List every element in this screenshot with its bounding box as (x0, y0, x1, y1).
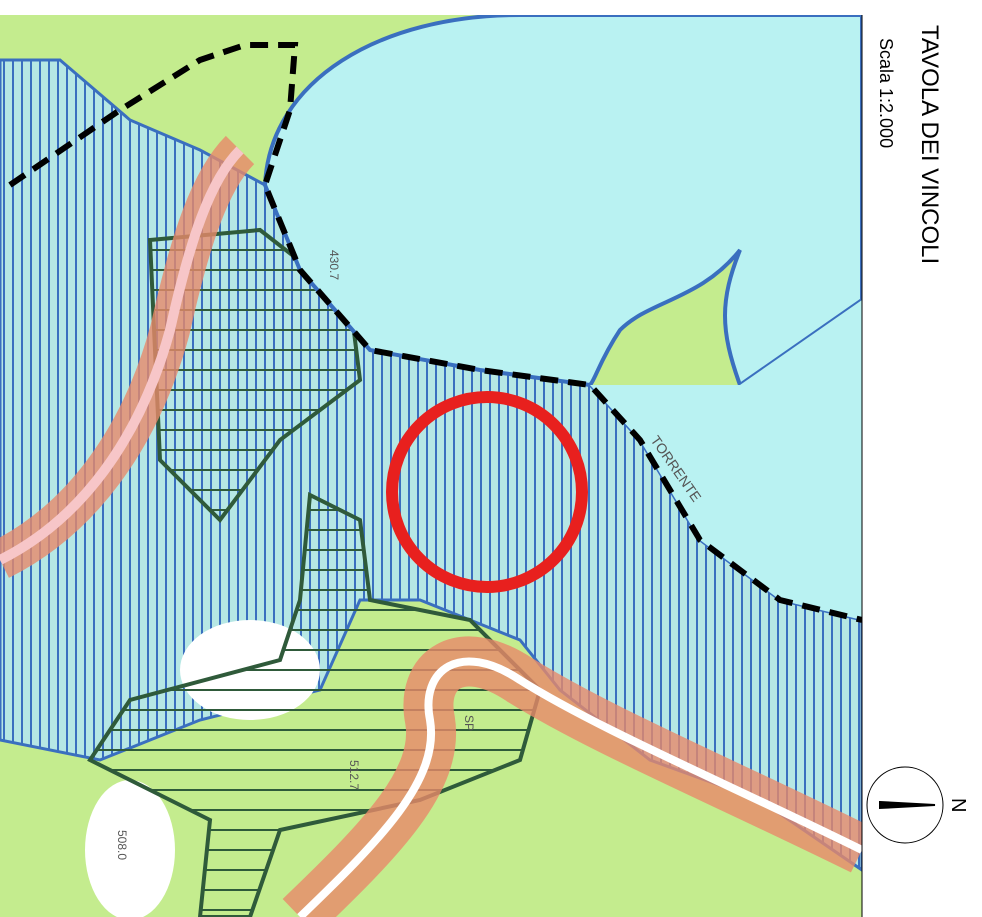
title: TAVOLA DEI VINCOLI (916, 25, 943, 264)
road (297, 657, 862, 917)
north-label: N (947, 798, 969, 812)
protected-zone (87, 491, 543, 917)
north-arrow (879, 800, 936, 810)
site-marker (386, 391, 588, 593)
river-zone (262, 15, 862, 389)
map-label: 508.0 (115, 830, 129, 860)
river-zone (590, 300, 862, 620)
scale: Scala 1:2.000 (876, 38, 896, 148)
protected-zone (147, 227, 363, 524)
road (0, 146, 244, 565)
boundary-line (8, 42, 862, 623)
map-label: 430.7 (327, 250, 341, 280)
white-patch (85, 780, 175, 917)
map-label: 512.7 (347, 760, 361, 790)
map: TORRENTE 430.7 512.7 SP 508.0 (0, 15, 862, 917)
map-label: SP (462, 715, 476, 731)
